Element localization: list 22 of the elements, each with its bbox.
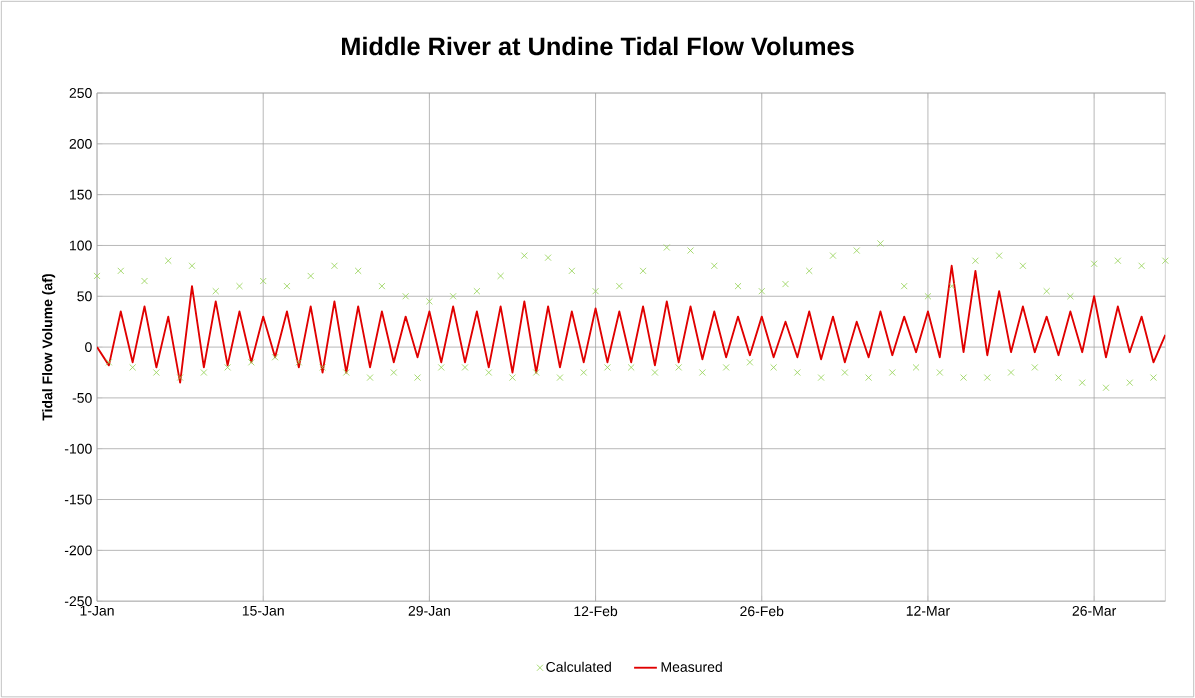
y-tick-label: -100 [64, 443, 92, 454]
y-tick-label: 150 [70, 189, 92, 200]
x-tick-label: 26-Feb [740, 605, 784, 617]
x-tick-label: 12-Mar [906, 605, 950, 616]
legend-label: Calculated [546, 661, 611, 672]
y-tick-label: -50 [72, 392, 92, 403]
y-tick-label: 0 [85, 342, 92, 352]
y-tick-label: -150 [64, 494, 92, 505]
y-axis-title: Tidal Flow Volume (af) [42, 274, 56, 421]
y-tick-label: 50 [77, 291, 92, 302]
y-tick-label: 250 [69, 87, 92, 98]
x-tick-label: 1-Jan [80, 605, 114, 616]
x-tick-label: 12-Feb [574, 605, 618, 617]
y-tick-label: -250 [64, 596, 92, 607]
y-tick-label: 100 [70, 240, 92, 251]
chart-title: Middle River at Undine Tidal Flow Volumes [342, 36, 854, 56]
y-tick-label: -200 [64, 545, 92, 556]
x-tick-label: 29-Jan [408, 605, 450, 616]
y-tick-label: 200 [69, 138, 92, 149]
x-tick-label: 26-Mar [1072, 605, 1117, 616]
x-tick-label: 15-Jan [242, 605, 284, 616]
legend-label: Measured [661, 661, 722, 672]
